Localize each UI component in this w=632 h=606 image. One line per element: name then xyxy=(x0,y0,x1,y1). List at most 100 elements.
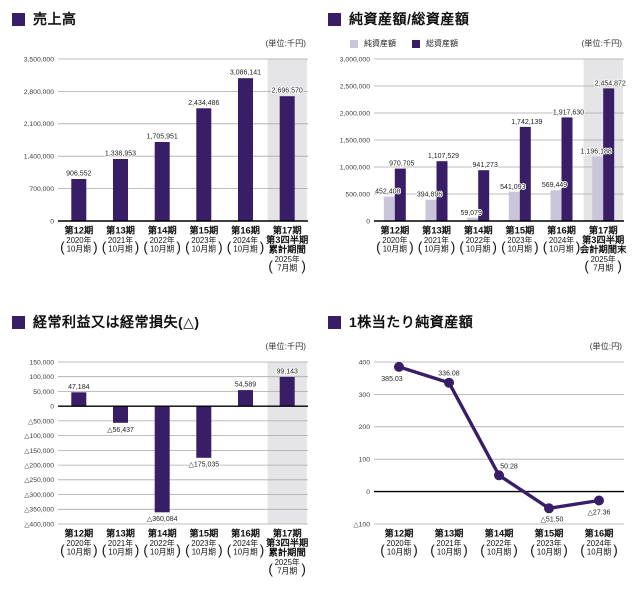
y-tick-label: 100,000 xyxy=(29,374,54,381)
paren-open: ( xyxy=(459,239,464,254)
bar xyxy=(238,390,253,407)
paren-open: ( xyxy=(480,542,485,557)
category-year: 2023年 xyxy=(507,235,532,245)
y-tick-label: 1,400,000 xyxy=(24,154,54,161)
paren-open: ( xyxy=(143,239,148,254)
category-month: 10月期 xyxy=(108,548,132,557)
legend-label-total-assets: 総資産額 xyxy=(426,39,458,48)
paren-open: ( xyxy=(530,542,535,557)
data-point xyxy=(444,377,454,388)
category-year: 2020年 xyxy=(66,538,91,548)
value-label: △360,084 xyxy=(147,516,178,523)
paren-open: ( xyxy=(501,239,506,254)
y-tick-label: 2,000,000 xyxy=(340,110,370,117)
paren-open: ( xyxy=(102,239,107,254)
chart-header: 経常利益又は経常損失(△) xyxy=(12,313,310,331)
category-month: 10月期 xyxy=(150,548,174,557)
category-extra: 第3四半期 xyxy=(266,537,308,548)
category-month: 10月期 xyxy=(150,245,174,254)
category-year: 2022年 xyxy=(150,235,175,245)
category-year: 2024年 xyxy=(233,538,258,548)
category-term: 第17期 xyxy=(273,225,302,236)
category-year: 2024年 xyxy=(586,538,611,548)
value-label: 2,696,570 xyxy=(272,88,303,95)
paren-close: ) xyxy=(563,542,568,557)
line-series xyxy=(398,365,600,510)
y-tick-label: 2,800,000 xyxy=(24,89,54,96)
chart-section-sales: 売上高 (単位:千円) 3,500,000 2,800,000 2,100,000 1… xyxy=(0,0,316,303)
y-tick-label: 700,000 xyxy=(29,186,54,193)
sales-bar-plot: 3,500,000 2,800,000 2,100,000 1,400,000 700,… xyxy=(24,56,309,273)
value-label: 1,196,188 xyxy=(581,148,612,155)
category-month: 7月期 xyxy=(593,264,613,273)
category-month: 10月期 xyxy=(537,548,561,557)
bar-純資産額 xyxy=(467,217,479,221)
chart-section-net-total-assets: 純資産額/総資産額 純資産額 総資産額 (単位:千円) 3,000,000 2,5… xyxy=(316,0,632,303)
value-label: 54,589 xyxy=(235,382,257,389)
category-term: 第16期 xyxy=(231,225,260,236)
paren-open: ( xyxy=(380,542,385,557)
paren-open: ( xyxy=(430,542,435,557)
category-year: 2021年 xyxy=(436,538,461,548)
bar xyxy=(196,406,212,458)
legend-label-net-assets: 純資産額 xyxy=(364,39,396,48)
paren-open: ( xyxy=(227,239,232,254)
category-month: 10月期 xyxy=(587,548,611,557)
paren-open: ( xyxy=(60,542,65,557)
value-label: △56,437 xyxy=(107,427,134,434)
category-term: 第17期 xyxy=(273,528,302,539)
paren-open: ( xyxy=(185,542,190,557)
category-term: 第14期 xyxy=(148,225,177,236)
bar xyxy=(279,96,295,221)
bar-純資産額 xyxy=(550,190,562,221)
category-year: 2021年 xyxy=(108,538,133,548)
category-month: 10月期 xyxy=(192,245,216,254)
category-month: 10月期 xyxy=(233,245,257,254)
unit-label: (単位:千円) xyxy=(265,342,306,351)
y-tick-label: 1,500,000 xyxy=(340,137,370,144)
category-month: 7月期 xyxy=(277,264,297,273)
category-year: 2021年 xyxy=(424,235,449,245)
chart-section-nav-per-share: 1株当たり純資産額 (単位:円) 400 300 200 100 0 △100 385.03… xyxy=(316,303,632,606)
bar-総資産額 xyxy=(394,168,406,221)
value-label: △51.50 xyxy=(541,516,564,523)
category-year: 2022年 xyxy=(466,235,491,245)
paren-close: ) xyxy=(93,542,98,557)
paren-close: ) xyxy=(413,542,418,557)
bar xyxy=(71,392,87,407)
paren-open: ( xyxy=(376,239,381,254)
paren-close: ) xyxy=(463,542,468,557)
paren-open: ( xyxy=(102,542,107,557)
bar-総資産額 xyxy=(561,117,573,221)
value-label: 47,184 xyxy=(68,384,90,391)
category-year: 2021年 xyxy=(108,235,133,245)
paren-close: ) xyxy=(617,258,622,273)
y-tick-label: 3,500,000 xyxy=(24,56,54,63)
bar-純資産額 xyxy=(508,191,520,221)
data-point xyxy=(494,470,504,481)
nav-per-share-line-plot: 400 300 200 100 0 △100 385.03 336.08 50.28 △51.50… xyxy=(353,359,624,558)
chart-section-ordinary-income: 経常利益又は経常損失(△) (単位:千円) 150,000 100,000 50,0… xyxy=(0,303,316,606)
paren-close: ) xyxy=(218,542,223,557)
y-tick-label: 3,000,000 xyxy=(340,56,370,63)
paren-close: ) xyxy=(135,542,140,557)
category-term: 第16期 xyxy=(585,528,614,539)
value-label: 3,086,141 xyxy=(230,70,261,77)
category-month: 7月期 xyxy=(277,567,297,576)
paren-close: ) xyxy=(301,561,306,576)
bar xyxy=(154,406,170,513)
category-month: 10月期 xyxy=(549,245,573,254)
paren-close: ) xyxy=(260,239,265,254)
chart-title: 純資産額/総資産額 xyxy=(349,11,470,27)
y-tick-label: 200 xyxy=(359,424,371,431)
category-term: 第14期 xyxy=(485,528,514,539)
y-tick-label: 2,500,000 xyxy=(340,83,370,90)
title-bullet-icon xyxy=(12,315,25,329)
